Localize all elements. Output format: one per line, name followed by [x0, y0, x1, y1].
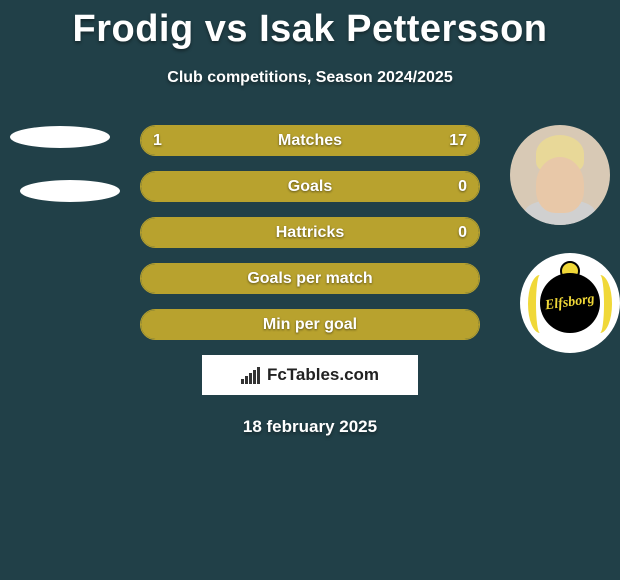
page-title: Frodig vs Isak Pettersson: [0, 0, 620, 51]
stat-label: Hattricks: [141, 224, 479, 242]
footer-brand-text: FcTables.com: [267, 365, 379, 385]
stat-bar: Goals0: [140, 171, 480, 202]
stat-value-right: 17: [449, 132, 467, 150]
stat-label: Min per goal: [141, 316, 479, 334]
stat-value-right: 0: [458, 224, 467, 242]
stat-label: Matches: [141, 132, 479, 150]
stat-row: Matches1 17: [0, 125, 620, 156]
subtitle: Club competitions, Season 2024/2025: [0, 69, 620, 87]
stat-row: Goals0: [0, 171, 620, 202]
stat-bar: Min per goal: [140, 309, 480, 340]
footer-date: 18 february 2025: [0, 417, 620, 437]
stat-value-right: 0: [458, 178, 467, 196]
footer-brand-badge[interactable]: FcTables.com: [202, 355, 418, 395]
chart-icon: [241, 366, 261, 384]
stat-bar: Goals per match: [140, 263, 480, 294]
stat-value-left: 1: [153, 132, 162, 150]
stat-row: Goals per match: [0, 263, 620, 294]
stat-bar: Matches1 17: [140, 125, 480, 156]
stat-label: Goals per match: [141, 270, 479, 288]
stat-label: Goals: [141, 178, 479, 196]
stats-container: Matches117Goals0Hattricks0Goals per matc…: [0, 125, 620, 340]
stat-row: Hattricks0: [0, 217, 620, 248]
stat-row: Min per goal: [0, 309, 620, 340]
stat-bar: Hattricks0: [140, 217, 480, 248]
